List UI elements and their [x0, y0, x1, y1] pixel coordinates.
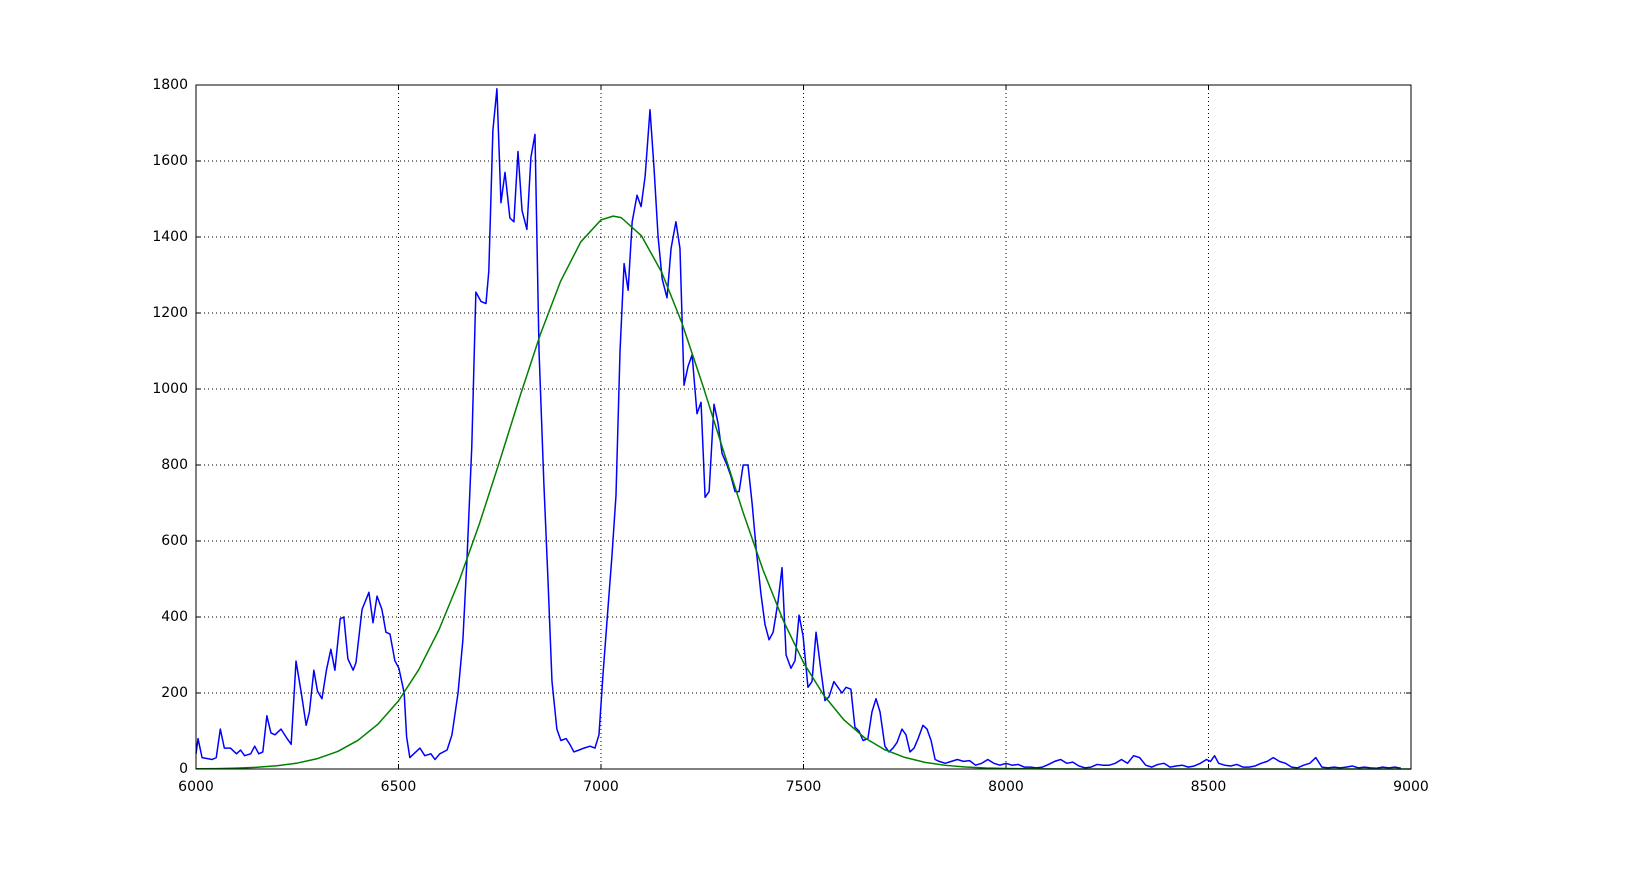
x-tick-label: 6500: [381, 779, 417, 795]
y-tick-label: 800: [161, 457, 188, 473]
y-tick-label: 200: [161, 685, 188, 701]
x-tick-label: 8500: [1191, 779, 1227, 795]
y-tick-label: 600: [161, 533, 188, 549]
line-series: [195, 215, 1411, 770]
y-tick-label: 400: [161, 609, 188, 625]
line-series: [195, 88, 1402, 769]
x-tick-label: 6000: [178, 779, 214, 795]
x-tick-label: 7500: [786, 779, 822, 795]
plot-frame: [195, 84, 1412, 770]
x-tick-label: 7000: [583, 779, 619, 795]
y-tick-label: 1000: [152, 381, 188, 397]
x-tick-label: 8000: [988, 779, 1024, 795]
x-tick-label: 9000: [1393, 779, 1429, 795]
plot-area: [196, 85, 1411, 769]
y-tick-label: 0: [179, 761, 188, 777]
y-tick-label: 1400: [152, 229, 188, 245]
y-tick-label: 1600: [152, 153, 188, 169]
y-tick-label: 1200: [152, 305, 188, 321]
y-tick-label: 1800: [152, 77, 188, 93]
